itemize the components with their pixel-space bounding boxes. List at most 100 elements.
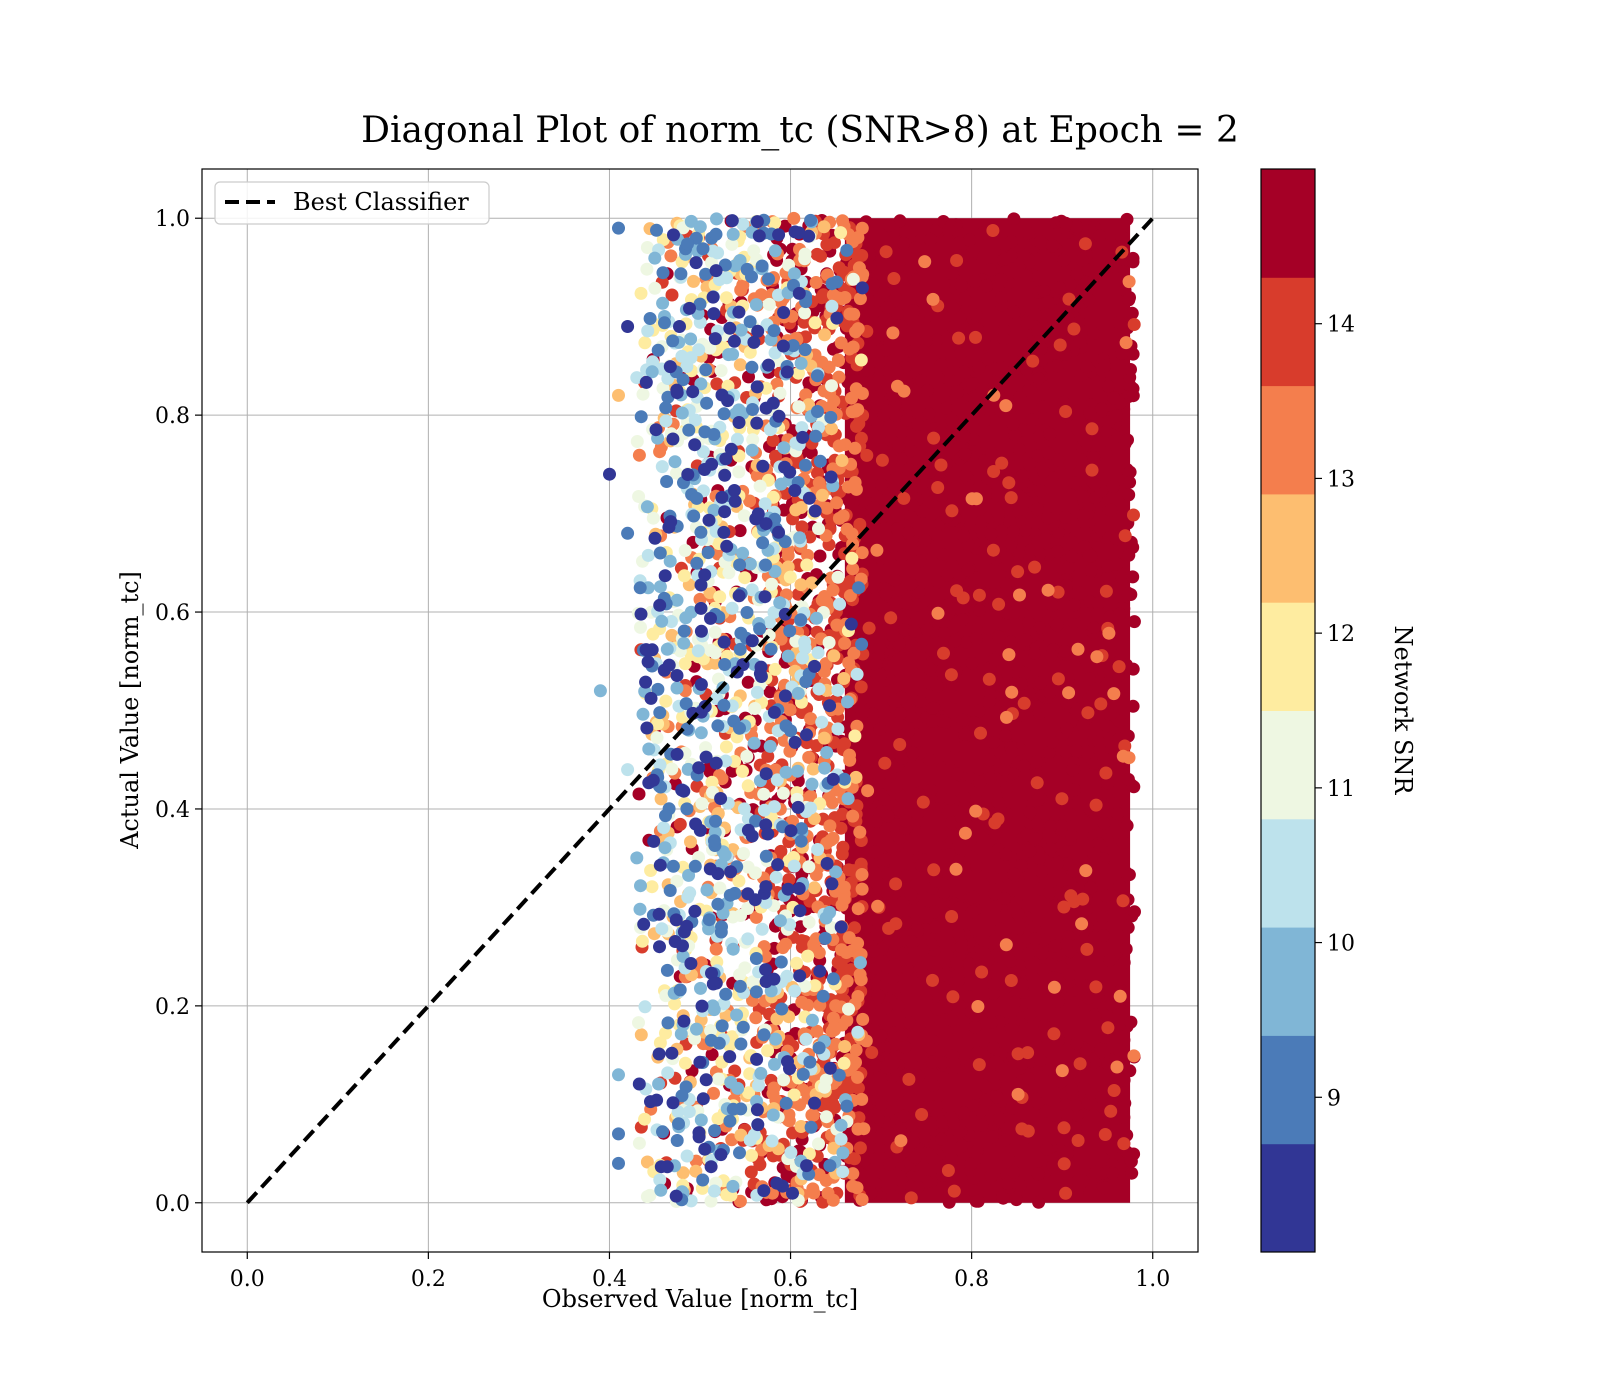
scatter-point [920, 384, 934, 397]
scatter-point [799, 1032, 813, 1046]
scatter-point [736, 217, 750, 231]
scatter-point [1061, 1146, 1075, 1160]
scatter-point [755, 259, 769, 273]
scatter-point [733, 1146, 746, 1160]
scatter-point [830, 618, 844, 632]
scatter-point [934, 358, 948, 372]
scatter-point [725, 764, 739, 778]
scatter-point [653, 1173, 667, 1187]
scatter-point [759, 849, 773, 863]
scatter-point [1058, 348, 1072, 361]
scatter-point [723, 1114, 737, 1128]
scatter-point [733, 979, 747, 993]
colorbar-ticks: 9 10 11 12 13 14 [1315, 313, 1355, 1111]
scatter-point [703, 341, 717, 355]
scatter-point [811, 405, 824, 418]
scatter-point [1102, 626, 1116, 640]
scatter-point [704, 1160, 718, 1174]
scatter-point [1081, 706, 1095, 720]
scatter-point [670, 386, 684, 400]
scatter-point [874, 788, 888, 802]
scatter-point [914, 961, 928, 975]
scatter-point [1054, 1075, 1068, 1089]
scatter-point [1022, 615, 1036, 629]
scatter-point [1076, 892, 1090, 906]
scatter-point [924, 233, 937, 247]
scatter-point [751, 324, 765, 338]
scatter-point [884, 611, 898, 625]
scatter-point [958, 728, 972, 741]
scatter-point [1057, 1121, 1071, 1135]
scatter-point [987, 978, 1001, 992]
scatter-point [791, 800, 805, 814]
scatter-point [1122, 275, 1136, 289]
scatter-point [947, 620, 961, 634]
scatter-point [1054, 325, 1068, 339]
scatter-point [970, 859, 984, 873]
scatter-point [689, 1164, 703, 1178]
scatter-point [721, 394, 735, 408]
scatter-point [679, 611, 693, 625]
scatter-point [824, 400, 837, 414]
scatter-point [1097, 752, 1111, 766]
scatter-point [1060, 937, 1074, 951]
scatter-point [895, 1028, 909, 1042]
scatter-point [890, 522, 904, 536]
scatter-point [854, 353, 868, 367]
scatter-point [1059, 216, 1073, 230]
scatter-point [988, 653, 1002, 667]
scatter-point [942, 223, 956, 237]
scatter-point [832, 511, 846, 525]
scatter-point [1121, 921, 1135, 935]
x-axis-ticks: 0.0 0.2 0.4 0.6 0.8 1.0 [230, 1252, 1170, 1292]
scatter-point [684, 351, 698, 365]
scatter-point [1051, 672, 1065, 686]
scatter-point [783, 624, 797, 638]
scatter-point [877, 285, 891, 299]
scatter-point [707, 307, 721, 321]
scatter-point [741, 823, 755, 837]
scatter-point [886, 1057, 900, 1071]
scatter-point [634, 879, 647, 893]
scatter-point [886, 972, 900, 985]
scatter-point [705, 1048, 719, 1061]
scatter-point [1104, 238, 1118, 252]
scatter-point [777, 441, 791, 455]
scatter-point [952, 1025, 966, 1039]
scatter-point [765, 577, 779, 591]
scatter-point [667, 228, 680, 242]
scatter-point [945, 504, 959, 518]
scatter-point [783, 703, 797, 717]
scatter-point [756, 536, 770, 550]
scatter-point [971, 392, 985, 406]
scatter-point [840, 1099, 854, 1113]
scatter-point [952, 236, 966, 250]
scatter-point [1097, 929, 1111, 942]
scatter-point [680, 1149, 694, 1163]
scatter-point [644, 691, 658, 705]
scatter-point [1030, 755, 1044, 769]
scatter-point [767, 972, 781, 986]
scatter-point [882, 219, 896, 232]
scatter-point [1088, 477, 1102, 491]
scatter-point [665, 1046, 679, 1060]
x-tick-label: 1.0 [1135, 1267, 1170, 1292]
scatter-point [750, 1052, 764, 1066]
colorbar-segment [1261, 1143, 1315, 1253]
scatter-point [777, 306, 791, 319]
scatter-point [1051, 453, 1065, 467]
scatter-point [710, 212, 723, 226]
scatter-point [672, 1117, 685, 1131]
scatter-point [971, 1046, 985, 1060]
scatter-point [1048, 939, 1062, 953]
scatter-point [653, 1036, 667, 1050]
scatter-point [682, 868, 696, 882]
scatter-point [794, 578, 808, 592]
scatter-point [881, 809, 895, 823]
scatter-point [638, 1112, 652, 1126]
scatter-point [931, 481, 945, 494]
scatter-point [654, 1183, 668, 1197]
scatter-point [732, 589, 746, 603]
scatter-point [684, 1194, 698, 1208]
scatter-point [808, 659, 821, 673]
